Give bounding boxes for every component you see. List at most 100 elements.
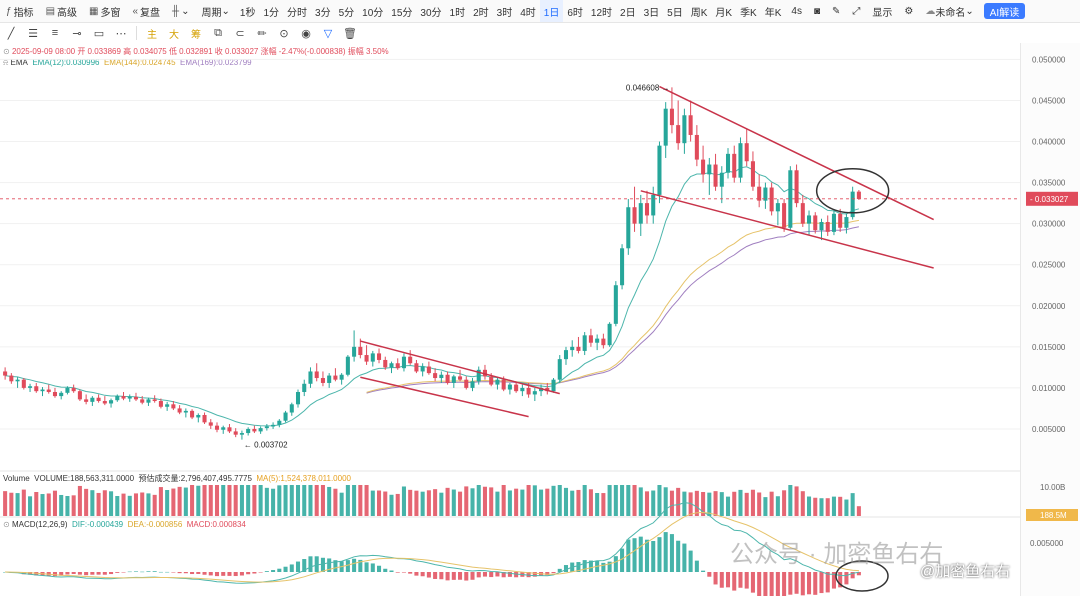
price-tick-label: 0.030000 — [1032, 220, 1066, 229]
display-menu[interactable]: 显示 — [872, 7, 893, 19]
macd-bar — [763, 572, 768, 596]
candle-body — [532, 391, 537, 395]
period-button[interactable]: 分时 — [287, 7, 308, 19]
macd-bar — [651, 540, 656, 572]
macd-bar — [364, 562, 369, 572]
ai-analysis-button[interactable]: AI解读 — [983, 3, 1026, 19]
volume-bar — [420, 491, 425, 516]
lock-icon[interactable]: ⊙ — [279, 27, 289, 40]
top-toolbar: ƒ 指标 ▤ 高级 ▦ 多窗 «复盘 ╫ ⌄ 周期 ⌄ 1秒 1分 分时 3分 5分 10分 15分 3… — [0, 0, 1080, 23]
main-indicator-toggle[interactable]: 主 — [147, 29, 157, 41]
chevron-down-icon: ⌄ — [965, 5, 974, 17]
parallel-channel-icon[interactable]: ≡ — [51, 27, 59, 39]
refresh-interval[interactable]: 4s — [791, 5, 802, 17]
volume-bar — [725, 496, 731, 516]
volume-legend: Volume VOLUME:188,563,311.0000 预估成交量:2,7… — [3, 474, 351, 483]
macd-bar — [451, 572, 456, 580]
period-button[interactable]: 2时 — [473, 7, 489, 19]
volume-bar — [302, 485, 307, 516]
horizontal-ray-icon[interactable]: ⊸ — [72, 27, 82, 40]
multi-window-menu[interactable]: ▦ 多窗 — [89, 5, 121, 19]
macd-bar — [676, 540, 681, 572]
trendline-tool-icon[interactable]: ╱ — [7, 27, 15, 40]
eye-icon[interactable]: ◉ — [301, 27, 311, 40]
period-button[interactable]: 15分 — [391, 7, 413, 19]
period-button[interactable]: 3日 — [643, 7, 660, 19]
volume-bar — [77, 485, 82, 516]
volume-bar — [264, 487, 269, 516]
candle-body — [21, 379, 26, 388]
chart-type-menu[interactable]: ╫ ⌄ — [166, 0, 195, 22]
volume-bar — [582, 485, 587, 516]
candle-body — [688, 115, 693, 135]
macd-bar — [327, 558, 332, 572]
period-button[interactable]: 12时 — [590, 7, 613, 19]
period-button[interactable]: 季K — [740, 7, 757, 19]
macd-bar — [701, 570, 706, 572]
period-button[interactable]: 1日 — [539, 0, 564, 22]
low-price-marker: ← 0.003702 — [244, 441, 288, 450]
replay-menu[interactable]: «复盘 — [132, 5, 161, 19]
period-button[interactable]: 6时 — [567, 7, 583, 19]
volume-badge-label: 188.5M — [1040, 511, 1067, 520]
period-button[interactable]: 年K — [764, 7, 782, 19]
volume-bar — [495, 491, 500, 516]
volume-bar — [694, 490, 699, 516]
period-button[interactable]: 5日 — [667, 7, 683, 19]
candle-body — [196, 414, 201, 418]
macd-bar — [476, 572, 481, 578]
period-button[interactable]: 1时 — [449, 7, 466, 19]
rectangle-tool-icon[interactable]: ▭ — [93, 27, 105, 40]
period-button[interactable]: 10分 — [362, 7, 384, 19]
period-button[interactable]: 3分 — [315, 7, 331, 19]
period-button[interactable]: 3时 — [496, 7, 513, 19]
volume-bar — [632, 485, 637, 516]
fullscreen-button[interactable]: ⤢ — [846, 0, 866, 22]
period-button[interactable]: 5分 — [338, 7, 355, 19]
macd-bar — [289, 564, 294, 572]
period-menu[interactable]: 周期 ⌄ — [201, 5, 230, 19]
chip-distribution-toggle[interactable]: 筹 — [191, 29, 201, 41]
volume-bar — [850, 493, 855, 516]
horizontal-lines-icon[interactable]: ☰ — [28, 27, 38, 40]
layout-menu[interactable]: ☁ 未命名 ⌄ — [925, 5, 974, 19]
macd-bar — [526, 572, 531, 578]
current-price-label: - 0.033027 — [1030, 195, 1069, 204]
more-tools-icon[interactable]: ⋯ — [115, 27, 127, 40]
macd-bar — [725, 572, 731, 588]
macd-bar — [383, 568, 388, 572]
period-button[interactable]: 4时 — [520, 7, 536, 19]
period-button[interactable]: 周K — [690, 7, 708, 19]
period-button[interactable]: 月K — [715, 7, 733, 19]
ruler-icon[interactable]: ✏ — [257, 27, 267, 40]
macd-bar — [800, 572, 805, 596]
volume-bar — [15, 493, 20, 516]
trend-line — [659, 85, 934, 221]
settings-button[interactable]: ⚙ — [898, 0, 919, 22]
trash-icon[interactable]: 🗑 — [343, 27, 357, 40]
volume-bar — [227, 485, 232, 516]
divider — [136, 26, 137, 40]
period-button[interactable]: 1秒 — [239, 7, 256, 19]
edit-button[interactable]: ✎ — [826, 0, 846, 22]
volume-bar — [383, 491, 388, 516]
camera-button[interactable]: ◙ — [808, 0, 826, 22]
copy-icon[interactable]: ⧉ — [214, 26, 222, 39]
period-button[interactable]: 30分 — [420, 7, 442, 19]
indicator-menu[interactable]: ƒ 指标 — [6, 5, 34, 19]
volume-bar — [838, 496, 843, 516]
candle-body — [588, 335, 593, 343]
price-axis[interactable] — [1020, 43, 1080, 596]
large-order-toggle[interactable]: 大 — [169, 29, 179, 41]
volume-bar — [364, 485, 369, 516]
period-button[interactable]: 1分 — [263, 7, 280, 19]
filter-icon[interactable]: ▽ — [323, 27, 333, 40]
advanced-menu[interactable]: ▤ 高级 — [45, 5, 78, 19]
candle-body — [539, 387, 544, 392]
volume-bar — [458, 491, 463, 516]
period-button[interactable]: 2日 — [620, 7, 636, 19]
candle-body — [377, 353, 382, 360]
volume-bar — [271, 488, 276, 516]
magnet-icon[interactable]: ⊂ — [235, 27, 245, 40]
